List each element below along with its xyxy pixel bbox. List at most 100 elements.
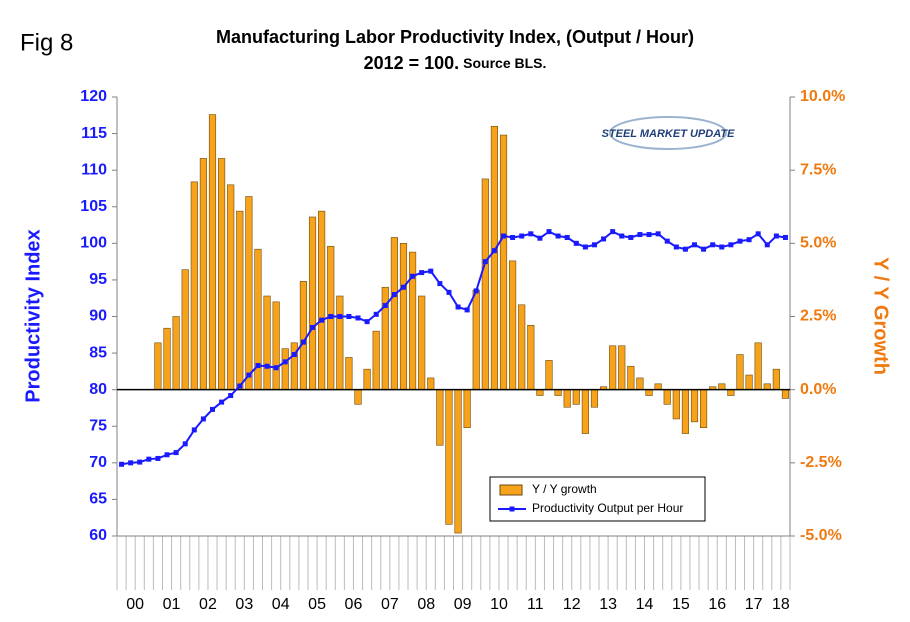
y-tick-label: 75 (89, 417, 107, 434)
y2-tick-label: 7.5% (800, 161, 836, 178)
line-marker (764, 242, 770, 248)
line-marker (410, 273, 416, 279)
line-marker (337, 314, 343, 319)
bar (263, 295, 271, 390)
y-tick-label: 110 (81, 161, 107, 178)
x-tick-label: 07 (381, 596, 399, 613)
logo-text: STEEL MARKET UPDATE (602, 128, 735, 140)
line-marker (446, 289, 452, 295)
bar (554, 389, 562, 396)
y-tick-label: 70 (89, 454, 107, 471)
bar (354, 389, 362, 405)
bar (390, 237, 398, 390)
bar (436, 389, 444, 446)
bar (572, 389, 580, 405)
bar (663, 389, 671, 405)
line-marker (300, 339, 306, 345)
legend-marker (509, 506, 515, 512)
bar (418, 295, 426, 390)
line-marker (273, 365, 279, 371)
bar (399, 243, 408, 390)
bar (545, 360, 553, 390)
bar (218, 158, 226, 390)
x-tick-label: 06 (345, 596, 363, 613)
line-marker (510, 234, 516, 240)
line-marker (400, 284, 406, 290)
bar (690, 389, 699, 423)
line-marker (437, 281, 443, 287)
line-marker (319, 317, 325, 323)
x-tick-label: 08 (417, 596, 435, 613)
bar (745, 374, 753, 390)
line-marker (328, 314, 334, 319)
line-marker (582, 244, 588, 250)
bar (636, 377, 644, 390)
logo-swoosh (609, 116, 727, 150)
x-tick-label: 09 (454, 596, 472, 613)
line-marker (755, 231, 761, 237)
line-marker (264, 363, 270, 369)
legend-swatch (499, 484, 523, 496)
bar (472, 289, 480, 390)
line-marker (491, 248, 497, 254)
x-tick-label: 12 (563, 596, 581, 613)
y-tick-label: 105 (80, 198, 107, 215)
line-marker (673, 244, 679, 250)
line-marker (728, 242, 734, 248)
bar (463, 389, 471, 429)
bar (454, 389, 462, 534)
y-axis-title: Productivity Index (22, 229, 44, 402)
y-tick-label: 120 (80, 88, 107, 105)
line-marker (555, 233, 561, 239)
line-marker (610, 229, 616, 235)
line-marker (364, 319, 370, 325)
bar (208, 114, 217, 390)
x-tick-label: 18 (772, 596, 790, 613)
bar (227, 184, 235, 390)
legend-box (489, 476, 706, 522)
line-marker (701, 246, 707, 252)
logo: STEEL MARKET UPDATE (602, 116, 735, 150)
y-tick-label: 80 (89, 381, 107, 398)
line-marker (528, 231, 534, 237)
y-tick-label: 115 (81, 125, 107, 142)
line-marker (119, 461, 125, 467)
line-marker (219, 399, 225, 405)
bar (427, 377, 435, 390)
line-marker (382, 303, 388, 309)
line-marker (128, 460, 134, 466)
line-marker (200, 416, 206, 422)
line-marker (601, 236, 607, 242)
line-marker (455, 304, 461, 310)
source: Source BLS. (463, 55, 546, 71)
chart-title: Manufacturing Labor Productivity Index, … (216, 27, 694, 47)
line-marker (692, 242, 698, 248)
y2-tick-label: -5.0% (800, 527, 842, 544)
line-marker (573, 240, 579, 246)
bar (199, 158, 207, 390)
chart-subtitle: 2012 = 100. Source BLS. (364, 53, 547, 73)
line-marker (619, 233, 625, 239)
bar (499, 134, 508, 390)
line-marker (291, 352, 297, 358)
legend-label: Productivity Output per Hour (532, 501, 683, 515)
line-marker (164, 452, 170, 458)
x-tick-label: 03 (235, 596, 253, 613)
x-tick-label: 11 (527, 596, 544, 613)
bar (318, 210, 326, 390)
bar (245, 196, 253, 390)
bar (481, 178, 489, 390)
line-marker (419, 270, 425, 276)
line-marker (737, 238, 743, 244)
bar (672, 389, 680, 420)
line-marker (228, 393, 234, 399)
bar (609, 345, 617, 390)
line-marker (428, 268, 434, 274)
bar (363, 368, 371, 390)
x-tick-label: 00 (126, 596, 144, 613)
subtitle: 2012 = 100. (364, 53, 460, 73)
x-tick-label: 16 (708, 596, 726, 613)
legend: Y / Y growth Productivity Output per Hour (489, 476, 706, 522)
line-marker (710, 242, 716, 248)
bar (754, 342, 762, 390)
